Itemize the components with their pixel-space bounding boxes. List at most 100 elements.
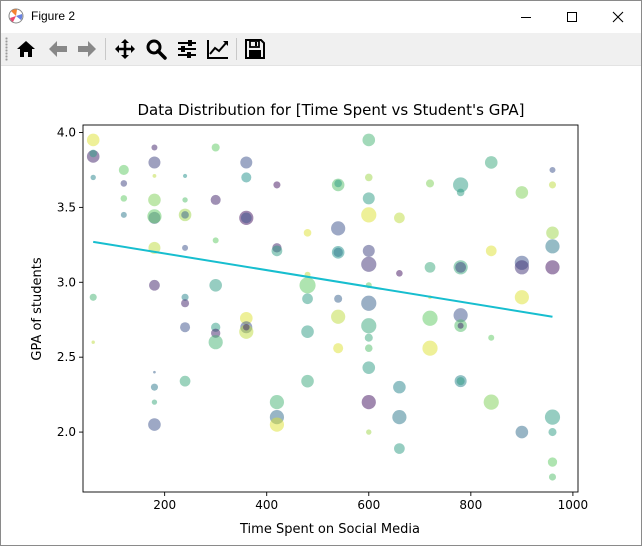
- data-point: [148, 156, 161, 169]
- data-point: [331, 221, 346, 236]
- data-point: [424, 261, 436, 273]
- pan-move-icon: [115, 39, 135, 59]
- data-point: [120, 195, 128, 202]
- data-point: [301, 325, 314, 339]
- data-point: [208, 335, 223, 350]
- data-point: [212, 237, 219, 244]
- configure-subplots-button[interactable]: [174, 36, 200, 62]
- data-point: [147, 209, 162, 224]
- figure-canvas[interactable]: Data Distribution for [Time Spent vs Stu…: [1, 66, 641, 545]
- data-point: [181, 293, 189, 301]
- data-point: [149, 279, 160, 291]
- data-point: [484, 156, 498, 169]
- data-point: [241, 172, 252, 183]
- data-point: [333, 343, 344, 354]
- data-point: [514, 290, 529, 305]
- data-point: [394, 443, 405, 454]
- data-point: [240, 212, 252, 224]
- data-point: [548, 473, 557, 481]
- edit-axis-icon: [207, 40, 228, 59]
- data-point: [548, 428, 557, 437]
- data-point: [455, 261, 466, 273]
- data-point: [546, 226, 559, 240]
- y-tick-label: 3.0: [57, 275, 76, 289]
- data-point: [425, 179, 435, 188]
- data-point: [362, 244, 375, 257]
- scatter-chart[interactable]: Data Distribution for [Time Spent vs Stu…: [1, 66, 641, 545]
- data-point: [361, 395, 376, 410]
- save-button[interactable]: [242, 36, 268, 62]
- data-point: [301, 374, 314, 388]
- data-point: [547, 457, 558, 467]
- window-title: Figure 2: [31, 9, 76, 23]
- minimize-button[interactable]: [503, 1, 549, 32]
- maximize-button[interactable]: [549, 1, 595, 32]
- data-point: [394, 212, 405, 224]
- edit-axis-button[interactable]: [205, 36, 231, 62]
- data-point: [361, 295, 377, 311]
- x-tick-label: 1000: [558, 498, 589, 512]
- pan-button[interactable]: [112, 36, 138, 62]
- zoom-button[interactable]: [143, 36, 169, 62]
- data-point: [86, 133, 100, 147]
- data-point: [240, 156, 253, 169]
- back-button[interactable]: [45, 36, 71, 62]
- data-point: [515, 425, 529, 439]
- data-point: [422, 310, 438, 326]
- data-point: [549, 166, 556, 173]
- maximize-icon: [567, 11, 577, 22]
- data-point: [453, 177, 469, 193]
- data-point: [120, 211, 127, 218]
- data-point: [361, 256, 377, 272]
- matplotlib-icon: [8, 8, 24, 24]
- data-point: [545, 239, 560, 254]
- data-point: [302, 293, 313, 305]
- regression-line-layer: [93, 240, 553, 318]
- back-arrow-icon: [49, 41, 67, 57]
- data-point: [243, 323, 250, 331]
- forward-button[interactable]: [74, 36, 100, 62]
- data-point: [182, 244, 189, 251]
- data-point: [334, 179, 342, 188]
- home-button[interactable]: [13, 36, 39, 62]
- data-point: [179, 375, 191, 387]
- data-point: [485, 245, 497, 257]
- data-point: [361, 207, 377, 223]
- data-point: [89, 149, 98, 158]
- data-point: [483, 394, 499, 410]
- data-point: [182, 173, 188, 179]
- data-point: [180, 322, 191, 333]
- home-icon: [17, 41, 35, 57]
- axes-frame: [82, 124, 579, 493]
- data-point: [422, 340, 438, 356]
- data-point: [240, 311, 253, 325]
- data-point: [148, 193, 161, 207]
- y-tick-label: 3.5: [57, 200, 76, 214]
- zoom-magnifier-icon: [146, 39, 167, 60]
- data-point: [151, 144, 158, 151]
- data-point: [364, 344, 373, 352]
- data-point: [269, 395, 285, 410]
- data-point: [334, 294, 343, 303]
- x-tick-label: 400: [255, 498, 278, 512]
- data-point: [514, 260, 529, 275]
- data-point: [364, 333, 373, 342]
- forward-arrow-icon: [78, 41, 96, 57]
- toolbar-grip: [5, 37, 8, 61]
- minimize-icon: [521, 16, 531, 18]
- configure-subplots-icon: [178, 40, 196, 58]
- data-point: [153, 370, 156, 374]
- x-tick-label: 200: [153, 498, 176, 512]
- chart-title: Data Distribution for [Time Spent vs Stu…: [137, 101, 524, 119]
- close-icon: [612, 11, 624, 22]
- data-point: [91, 340, 95, 344]
- data-point: [362, 133, 376, 147]
- data-point: [210, 194, 221, 205]
- data-point: [362, 192, 375, 205]
- close-button[interactable]: [595, 1, 641, 32]
- x-tick-label: 600: [357, 498, 380, 512]
- data-point: [239, 324, 254, 339]
- data-point: [333, 247, 343, 257]
- y-axis-ticks: 2.0 2.5 3.0 3.5 4.0: [57, 125, 83, 439]
- data-point: [545, 260, 560, 275]
